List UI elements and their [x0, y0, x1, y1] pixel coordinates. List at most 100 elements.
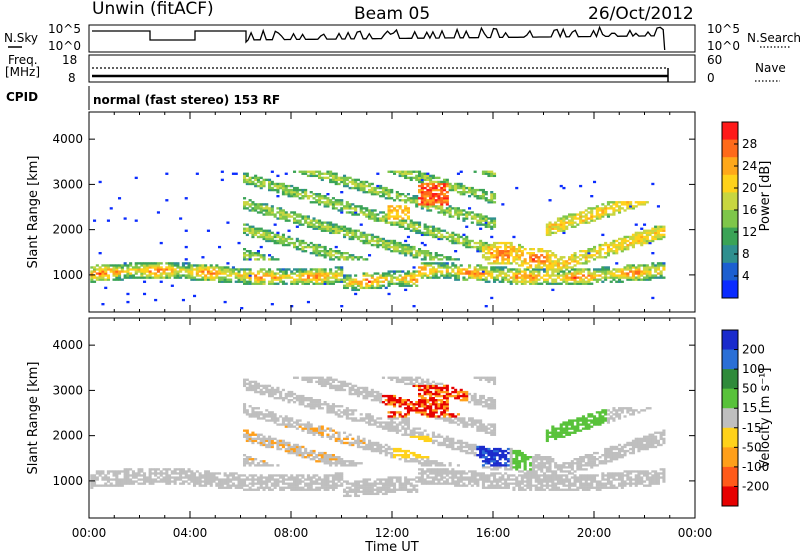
heatmap-cell [329, 224, 332, 226]
heatmap-cell [596, 207, 599, 209]
heatmap-cell [388, 395, 391, 397]
heatmap-cell [440, 199, 443, 201]
heatmap-cell [285, 268, 288, 270]
heatmap-cell [374, 423, 377, 425]
heatmap-cell [354, 209, 357, 211]
heatmap-cell [338, 274, 341, 276]
nsky-label: N.Sky [4, 31, 38, 45]
heatmap-cell [549, 224, 552, 226]
heatmap-cell [293, 281, 296, 283]
heatmap-cell [590, 283, 593, 285]
heatmap-cell [426, 179, 429, 181]
heatmap-cell [285, 189, 288, 191]
heatmap-cell [618, 201, 621, 203]
heatmap-cell [379, 426, 382, 428]
heatmap-cell [482, 224, 485, 226]
heatmap-cell [249, 226, 252, 228]
heatmap-cell [346, 493, 349, 495]
heatmap-cell [426, 175, 429, 177]
heatmap-cell [610, 277, 613, 279]
heatmap-cell [293, 480, 296, 482]
heatmap-cell [285, 217, 288, 219]
heatmap-cell [376, 173, 379, 175]
heatmap-cell [179, 266, 182, 268]
heatmap-cell [343, 381, 346, 383]
heatmap-cell [410, 250, 413, 252]
heatmap-cell [335, 432, 338, 434]
heatmap-cell [585, 209, 588, 211]
heatmap-cell [482, 244, 485, 246]
heatmap-cell [474, 195, 477, 197]
heatmap-cell [432, 230, 435, 232]
heatmap-cell [646, 238, 649, 240]
heatmap-cell [357, 446, 360, 448]
heatmap-cell [393, 421, 396, 423]
heatmap-cell [260, 281, 263, 283]
heatmap-cell [271, 256, 274, 258]
heatmap-cell [496, 277, 499, 279]
heatmap-cell [415, 250, 418, 252]
heatmap-cell [304, 268, 307, 270]
heatmap-cell [407, 456, 410, 458]
heatmap-cell [410, 177, 413, 179]
heatmap-cell [304, 483, 307, 485]
heatmap-cell [185, 270, 188, 272]
heatmap-cell [332, 283, 335, 285]
heatmap-cell [518, 258, 521, 260]
heatmap-cell [404, 173, 407, 175]
heatmap-cell [293, 279, 296, 281]
heatmap-cell [429, 205, 432, 207]
heatmap-cell [329, 454, 332, 456]
heatmap-cell [290, 391, 293, 393]
heatmap-cell [182, 299, 185, 301]
heatmap-cell [385, 272, 388, 274]
heatmap-cell [260, 478, 263, 480]
heatmap-cell [243, 177, 246, 179]
heatmap-cell [607, 215, 610, 217]
heatmap-cell [190, 266, 193, 268]
heatmap-cell [357, 230, 360, 232]
heatmap-cell [587, 207, 590, 209]
heatmap-cell [310, 220, 313, 222]
heatmap-cell [340, 464, 343, 466]
heatmap-cell [251, 415, 254, 417]
heatmap-cell [413, 266, 416, 268]
heatmap-cell [368, 395, 371, 397]
heatmap-cell [440, 207, 443, 209]
heatmap-cell [515, 248, 518, 250]
heatmap-cell [360, 232, 363, 234]
heatmap-cell [460, 193, 463, 195]
heatmap-cell [657, 232, 660, 234]
heatmap-cell [599, 252, 602, 254]
heatmap-cell [271, 478, 274, 480]
heatmap-cell [554, 268, 557, 270]
heatmap-cell [512, 277, 515, 279]
heatmap-cell [324, 452, 327, 454]
heatmap-cell [96, 472, 99, 474]
heatmap-cell [376, 489, 379, 491]
heatmap-cell [365, 181, 368, 183]
heatmap-cell [326, 199, 329, 201]
heatmap-cell [121, 485, 124, 487]
heatmap-cell [465, 272, 468, 274]
heatmap-cell [424, 256, 427, 258]
heatmap-cell [296, 476, 299, 478]
heatmap-cell [254, 252, 257, 254]
heatmap-cell [307, 430, 310, 432]
heatmap-cell [301, 454, 304, 456]
heatmap-cell [107, 266, 110, 268]
heatmap-cell [499, 262, 502, 264]
heatmap-cell [515, 281, 518, 283]
heatmap-cell [382, 274, 385, 276]
heatmap-cell [407, 399, 410, 401]
heatmap-cell [246, 430, 249, 432]
heatmap-cell [474, 193, 477, 195]
heatmap-cell [460, 191, 463, 193]
heatmap-cell [382, 191, 385, 193]
heatmap-cell [101, 476, 104, 478]
heatmap-cell [249, 281, 252, 283]
heatmap-cell [118, 266, 121, 268]
heatmap-cell [354, 419, 357, 421]
heatmap-cell [229, 274, 232, 276]
heatmap-cell [390, 476, 393, 478]
